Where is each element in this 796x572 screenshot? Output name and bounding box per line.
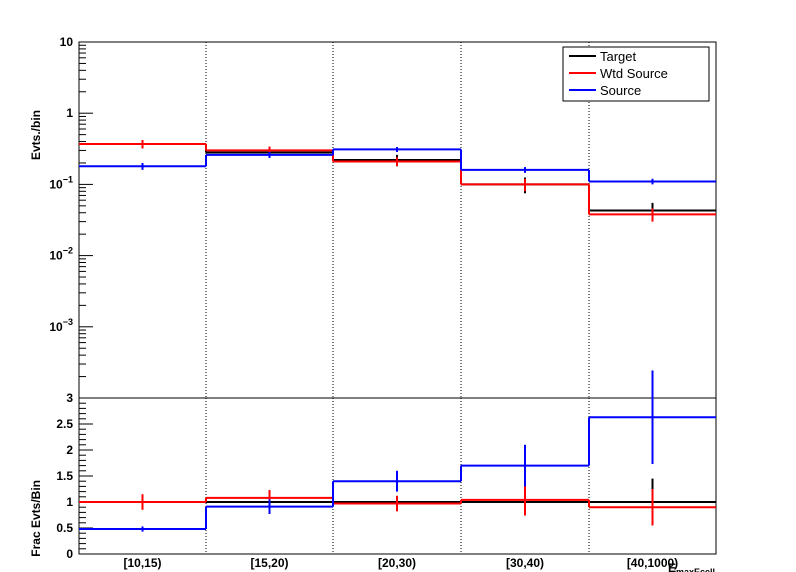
x-tick-label: [10,15) (123, 556, 161, 570)
y-tick-label-exp: −2 (63, 246, 73, 256)
y-tick-label: 0 (66, 547, 73, 561)
y-tick-label: 10−1 (49, 174, 73, 191)
x-tick-label: [15,20) (250, 556, 288, 570)
legend: Target Wtd Source Source (562, 46, 710, 102)
legend-label: Target (600, 49, 637, 64)
x-axis-title-sub: maxEcell (676, 567, 715, 572)
legend-label: Wtd Source (600, 66, 668, 81)
y-axis-title: Evts./bin (29, 110, 43, 160)
y-tick-label-base: 10 (49, 177, 63, 191)
x-axis-title: EmaxEcell (668, 561, 715, 572)
y-tick-label-base: 10 (49, 249, 63, 263)
y-tick-label: 2 (66, 443, 73, 457)
y-tick-label: 1.5 (56, 469, 73, 483)
y-tick-label: 1 (66, 106, 73, 120)
y-tick-label: 10 (60, 35, 74, 49)
x-axis-title-main: E (668, 561, 676, 572)
x-tick-label: [40,1000) (627, 556, 678, 570)
y-tick-label: 1 (66, 495, 73, 509)
y-tick-label: 10−2 (49, 246, 73, 263)
y-axis-title: Frac Evts/Bin (29, 480, 43, 557)
y-tick-label-base: 10 (49, 320, 63, 334)
y-tick-label: 2.5 (56, 417, 73, 431)
x-tick-label: [20,30) (378, 556, 416, 570)
y-tick-label: 3 (66, 391, 73, 405)
y-tick-label: 10−3 (49, 317, 73, 334)
y-tick-label-exp: −3 (63, 317, 73, 327)
y-tick-label-exp: −1 (63, 174, 73, 184)
x-tick-label: [30,40) (506, 556, 544, 570)
y-tick-label: 0.5 (56, 521, 73, 535)
ratio-pad: 0 0.5 1 1.5 2 2.5 3 Frac Evts/Bin [10,15) [15,20)… (29, 370, 717, 572)
legend-label: Source (600, 83, 641, 98)
